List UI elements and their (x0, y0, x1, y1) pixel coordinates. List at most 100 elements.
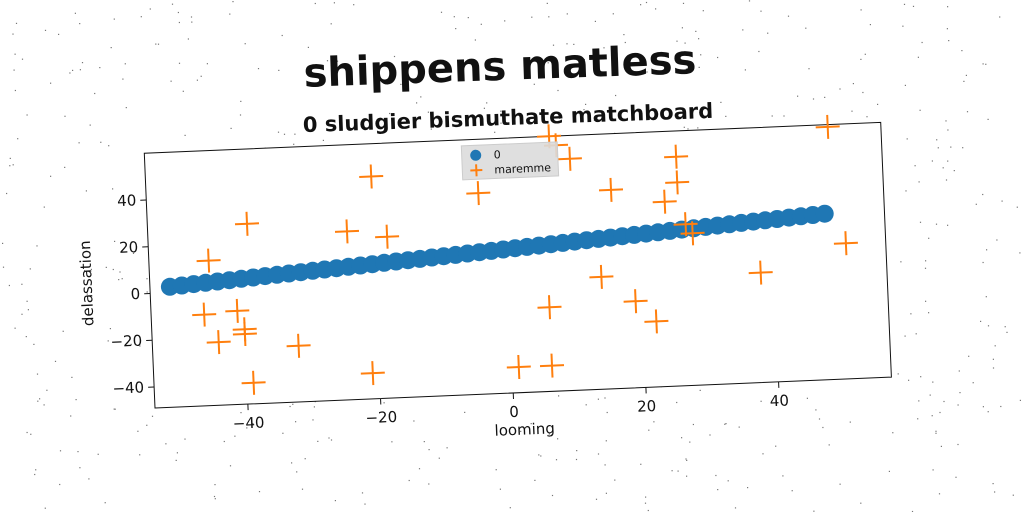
series-maremme-point (652, 189, 677, 214)
plot-area: −40 −20 0 20 40 −40 −20 0 20 40 looming delassation… (76, 114, 892, 440)
noise-dot (104, 502, 106, 504)
noise-dot (291, 462, 293, 464)
noise-dot (851, 110, 853, 112)
noise-dot (725, 423, 727, 425)
noise-dot (229, 465, 232, 467)
noise-dot (307, 46, 309, 48)
noise-dot (27, 309, 29, 311)
noise-dot (149, 8, 151, 10)
noise-dot (483, 107, 485, 109)
noise-dot (132, 252, 135, 254)
noise-dot (975, 203, 977, 205)
noise-dot (994, 491, 996, 493)
noise-dot (1019, 399, 1021, 401)
series-maremme-point (359, 164, 384, 189)
noise-dot (234, 435, 236, 437)
noise-dot (171, 3, 174, 5)
noise-dot (43, 404, 45, 406)
noise-dot (915, 333, 917, 335)
noise-dot (62, 330, 64, 332)
noise-dot (292, 403, 294, 405)
noise-dot (791, 490, 793, 492)
noise-dot (420, 96, 422, 98)
noise-dot (538, 454, 540, 456)
noise-dot (955, 476, 957, 478)
noise-dot (965, 74, 967, 76)
noise-dot (681, 27, 683, 29)
noise-dot (645, 496, 647, 498)
noise-dot (839, 483, 841, 485)
noise-dot (307, 84, 309, 86)
series-maremme-point (748, 260, 773, 285)
y-tick-label: −40 (112, 378, 144, 397)
noise-dot (980, 320, 982, 322)
noise-dot (301, 488, 304, 490)
noise-dot (860, 9, 862, 11)
noise-dot (427, 111, 429, 113)
noise-dot (914, 165, 916, 167)
noise-dot (88, 478, 90, 480)
noise-dot (89, 124, 91, 126)
series-maremme-point (466, 181, 491, 206)
noise-dot (597, 453, 600, 455)
noise-dot (698, 66, 700, 68)
noise-dot (917, 418, 919, 420)
series-maremme-point (334, 219, 360, 244)
noise-dot (500, 122, 502, 124)
noise-dot (603, 47, 605, 49)
noise-dot (945, 179, 948, 181)
noise-dot (239, 114, 242, 116)
noise-dot (962, 147, 964, 149)
noise-dot (453, 16, 455, 18)
noise-dot (257, 68, 260, 70)
noise-dot (244, 43, 246, 45)
series-maremme-point (360, 361, 385, 386)
noise-dot (812, 98, 815, 100)
noise-dot (783, 115, 785, 117)
series-maremme-point (241, 370, 266, 395)
noise-dot (992, 367, 995, 369)
noise-dot (758, 50, 760, 53)
noise-dot (546, 2, 548, 4)
noise-dot (50, 82, 52, 84)
y-tick-label: 40 (117, 191, 137, 210)
noise-dot (176, 452, 178, 454)
noise-dot (26, 431, 28, 434)
noise-dot (775, 445, 777, 447)
noise-dot (982, 63, 984, 65)
noise-dot (614, 479, 616, 481)
noise-dot (547, 62, 549, 64)
noise-dot (229, 13, 231, 15)
noise-dot (110, 47, 112, 49)
noise-dot (910, 313, 912, 315)
noise-dot (573, 43, 575, 45)
noise-dot (992, 358, 994, 360)
noise-dot (94, 92, 96, 95)
noise-dot (170, 80, 172, 82)
noise-dot (90, 268, 92, 270)
noise-dot (605, 440, 607, 442)
noise-dot (942, 167, 944, 169)
noise-dot (921, 41, 923, 44)
noise-dot (9, 165, 11, 167)
noise-dot (742, 29, 744, 31)
noise-dot (904, 335, 906, 337)
legend-label-maremme: maremme (494, 161, 551, 176)
noise-dot (14, 53, 16, 55)
noise-dot (26, 300, 28, 302)
noise-dot (771, 115, 773, 117)
noise-dot (671, 470, 673, 472)
axes-frame (143, 121, 892, 409)
noise-dot (140, 16, 142, 18)
noise-dot (986, 249, 988, 251)
noise-dot (709, 434, 711, 436)
noise-dot (130, 343, 132, 345)
noise-dot (29, 268, 31, 270)
noise-dot (931, 415, 933, 417)
noise-dot (391, 441, 393, 443)
noise-dot (214, 484, 216, 486)
noise-dot (361, 492, 364, 494)
noise-dot (583, 109, 585, 111)
noise-dot (155, 43, 157, 45)
noise-dot (499, 488, 501, 490)
